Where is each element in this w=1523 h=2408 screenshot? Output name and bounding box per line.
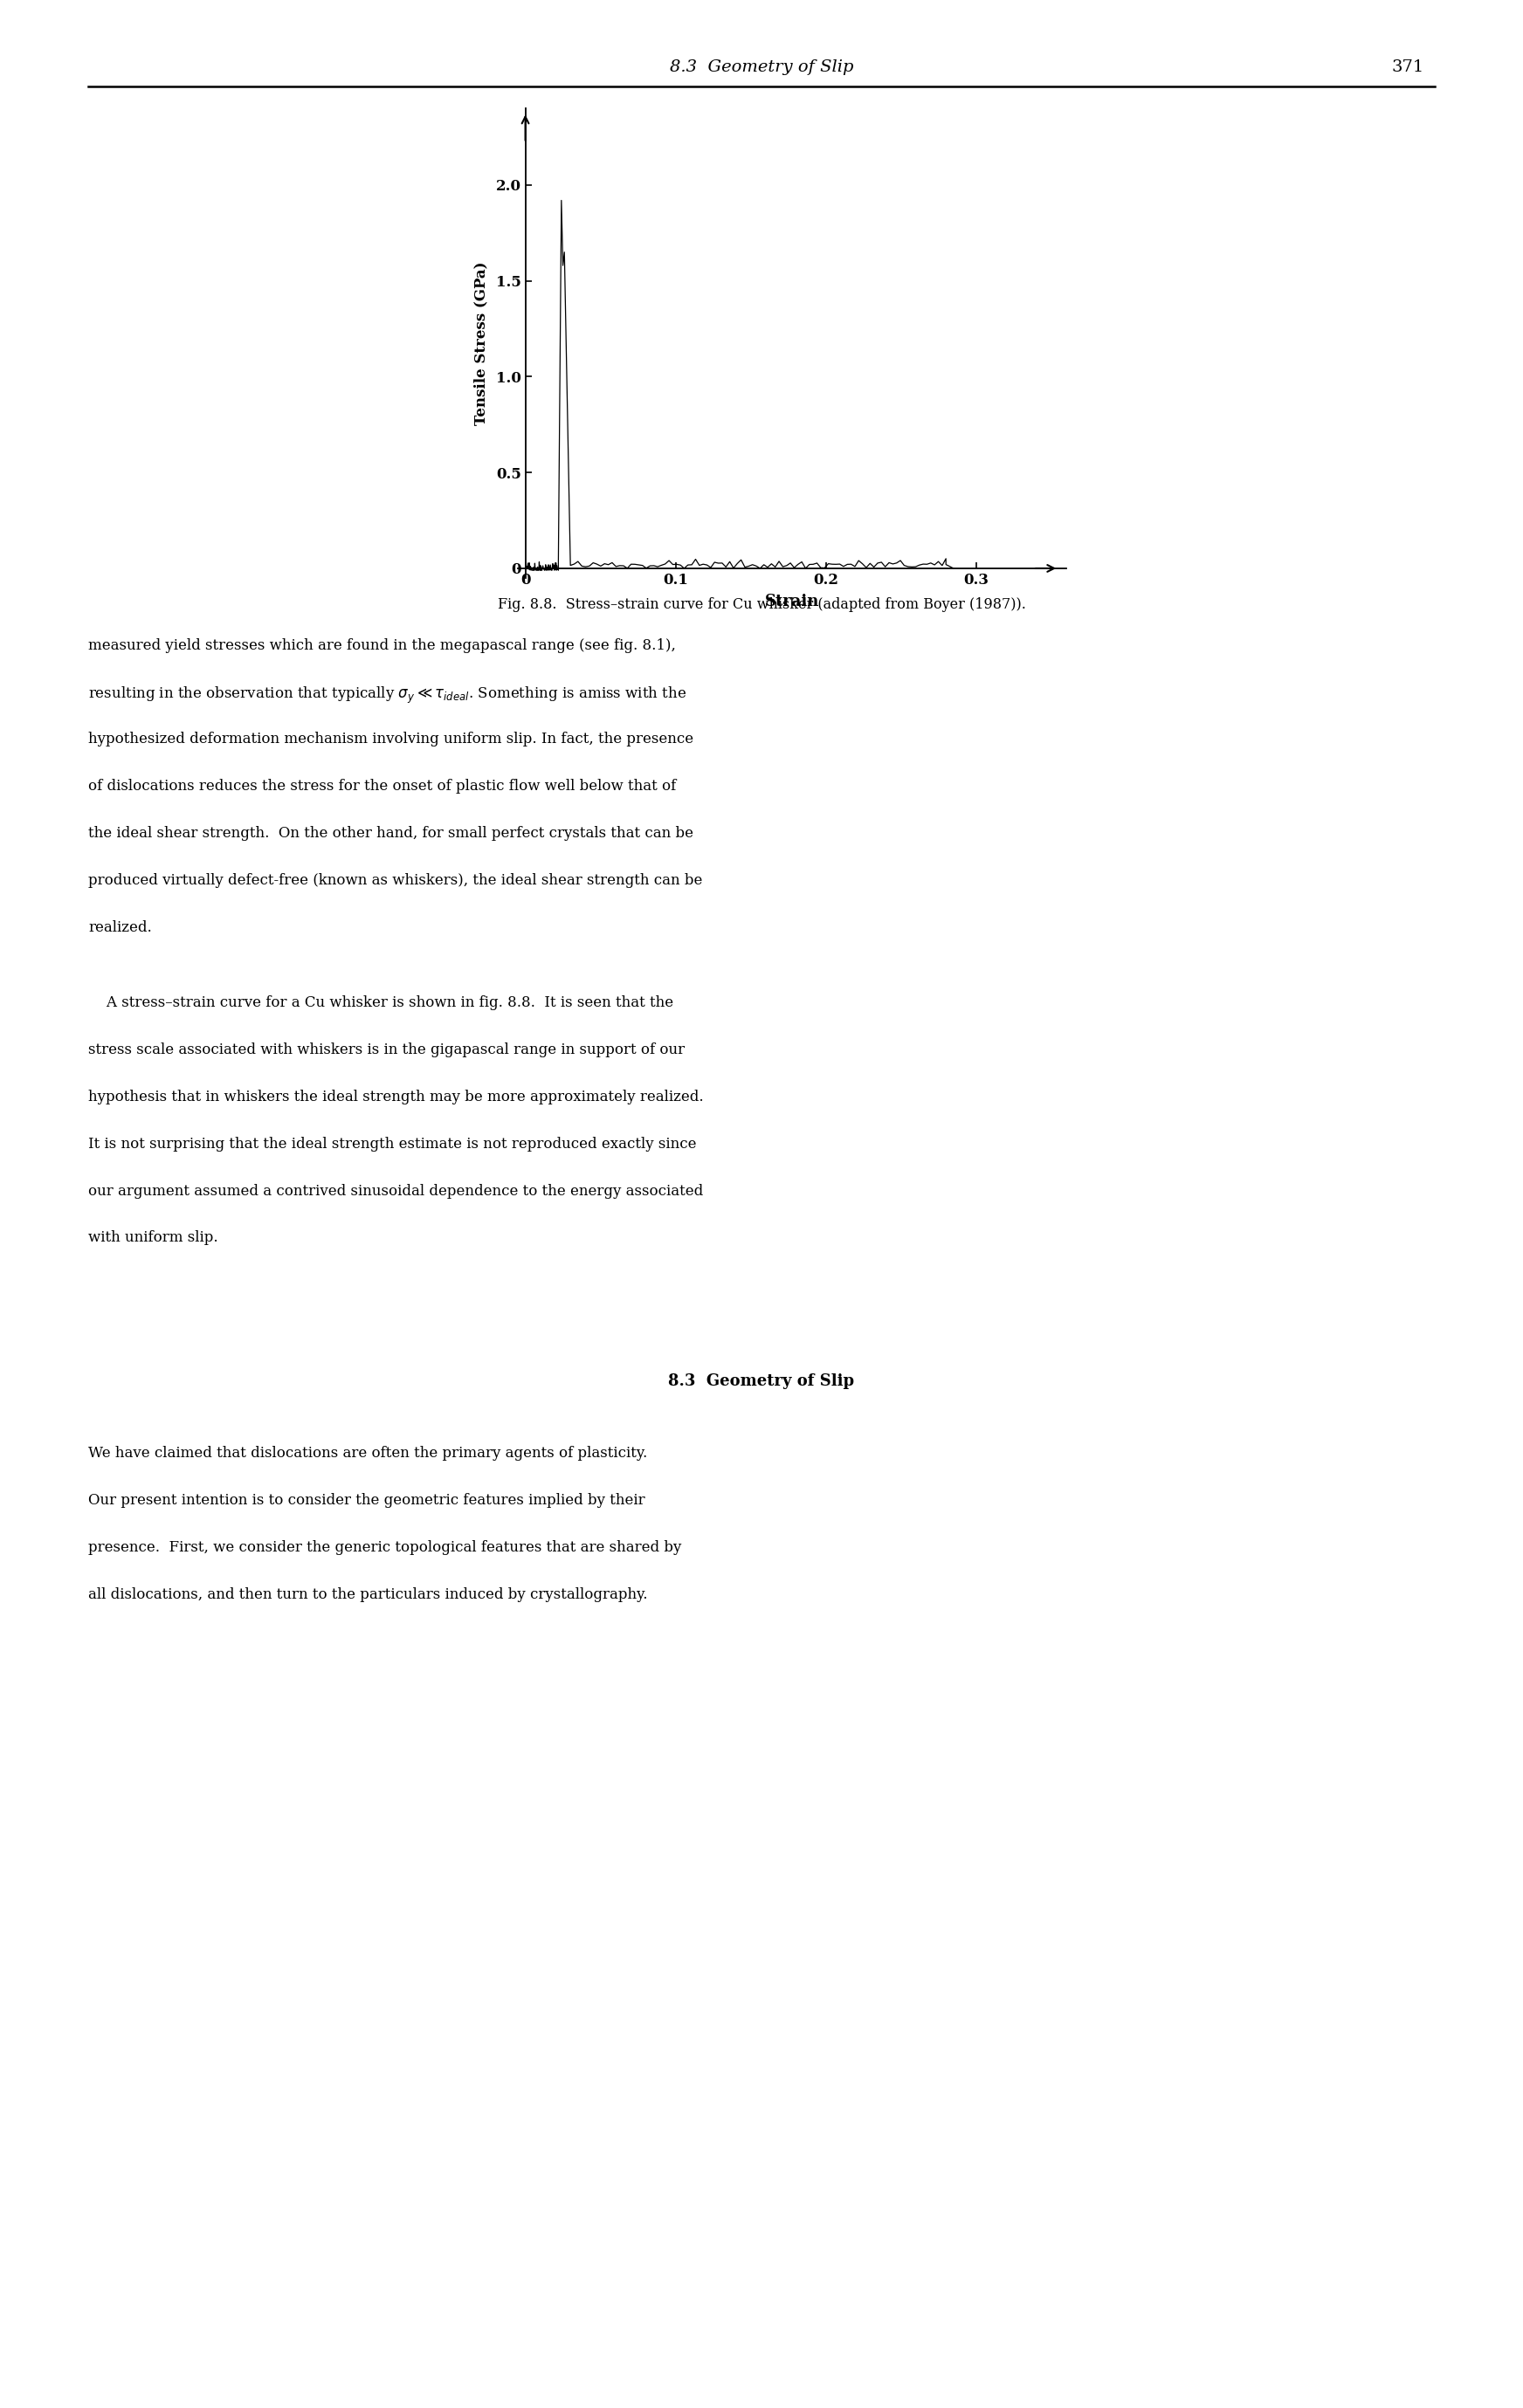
Text: A stress–strain curve for a Cu whisker is shown in fig. 8.8.  It is seen that th: A stress–strain curve for a Cu whisker i… (88, 997, 673, 1011)
Text: realized.: realized. (88, 920, 152, 934)
Text: all dislocations, and then turn to the particulars induced by crystallography.: all dislocations, and then turn to the p… (88, 1587, 647, 1601)
Text: 8.3  Geometry of Slip: 8.3 Geometry of Slip (670, 58, 853, 75)
Text: hypothesized deformation mechanism involving uniform slip. In fact, the presence: hypothesized deformation mechanism invol… (88, 732, 693, 746)
X-axis label: Strain: Strain (765, 592, 819, 609)
Text: hypothesis that in whiskers the ideal strength may be more approximately realize: hypothesis that in whiskers the ideal st… (88, 1088, 704, 1105)
Text: It is not surprising that the ideal strength estimate is not reproduced exactly : It is not surprising that the ideal stre… (88, 1137, 696, 1151)
Text: resulting in the observation that typically $\sigma_y \ll \tau_{ideal}$. Somethi: resulting in the observation that typica… (88, 684, 687, 706)
Text: the ideal shear strength.  On the other hand, for small perfect crystals that ca: the ideal shear strength. On the other h… (88, 826, 693, 840)
Text: 371: 371 (1392, 58, 1424, 75)
Text: produced virtually defect-free (known as whiskers), the ideal shear strength can: produced virtually defect-free (known as… (88, 874, 702, 889)
Text: our argument assumed a contrived sinusoidal dependence to the energy associated: our argument assumed a contrived sinusoi… (88, 1182, 704, 1199)
Text: stress scale associated with whiskers is in the gigapascal range in support of o: stress scale associated with whiskers is… (88, 1043, 685, 1057)
Text: 8.3  Geometry of Slip: 8.3 Geometry of Slip (669, 1373, 854, 1389)
Text: of dislocations reduces the stress for the onset of plastic flow well below that: of dislocations reduces the stress for t… (88, 780, 676, 795)
Text: Fig. 8.8.  Stress–strain curve for Cu whisker (adapted from Boyer (1987)).: Fig. 8.8. Stress–strain curve for Cu whi… (498, 597, 1025, 612)
Text: measured yield stresses which are found in the megapascal range (see fig. 8.1),: measured yield stresses which are found … (88, 638, 676, 653)
Y-axis label: Tensile Stress (GPa): Tensile Stress (GPa) (474, 262, 489, 424)
Text: We have claimed that dislocations are often the primary agents of plasticity.: We have claimed that dislocations are of… (88, 1445, 647, 1462)
Text: presence.  First, we consider the generic topological features that are shared b: presence. First, we consider the generic… (88, 1541, 682, 1556)
Text: with uniform slip.: with uniform slip. (88, 1230, 218, 1245)
Text: Our present intention is to consider the geometric features implied by their: Our present intention is to consider the… (88, 1493, 646, 1507)
